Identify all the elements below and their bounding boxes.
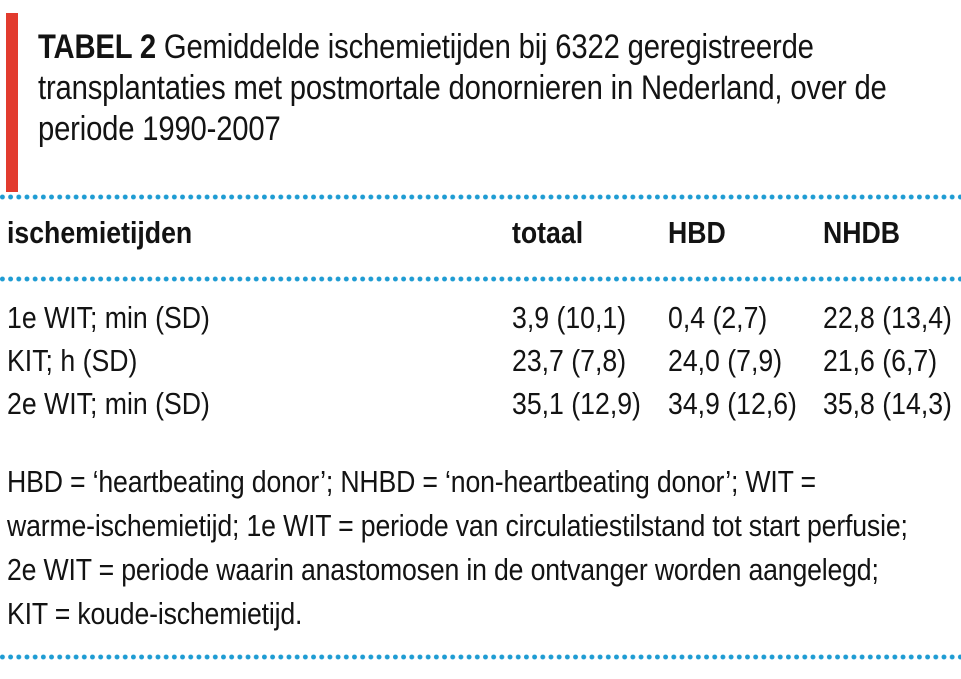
column-header-hbd: HBD (668, 215, 726, 250)
footnote-line-4: KIT = koude-ischemietijd. (7, 596, 303, 631)
table-caption: TABEL 2 Gemiddelde ischemietijden bij 63… (38, 27, 961, 150)
cell-totaal: 23,7 (7,8) (512, 343, 627, 378)
table-number-label: TABEL 2 (38, 28, 156, 66)
cell-totaal: 35,1 (12,9) (512, 386, 641, 421)
cell-hbd: 34,9 (12,6) (668, 386, 797, 421)
divider-dotted-top (0, 194, 961, 200)
table-row: KIT; h (SD) 23,7 (7,8) 24,0 (7,9) 21,6 (… (0, 342, 961, 380)
table-row: 1e WIT; min (SD) 3,9 (10,1) 0,4 (2,7) 22… (0, 299, 961, 337)
cell-nhdb: 35,8 (14,3) (823, 386, 952, 421)
footnote-line-2: warme-ischemietijd; 1e WIT = periode van… (7, 508, 908, 543)
footnote-line-3: 2e WIT = periode waarin anastomosen in d… (7, 552, 879, 587)
row-label: KIT; h (SD) (7, 343, 138, 378)
table-header-row: ischemietijden totaal HBD NHDB (0, 215, 961, 251)
caption-line-2: transplantaties met postmortale donornie… (38, 69, 887, 107)
footnote: HBD = ‘heartbeating donor’; NHBD = ‘non-… (7, 460, 961, 636)
cell-totaal: 3,9 (10,1) (512, 300, 627, 335)
divider-dotted-header (0, 276, 961, 282)
footnote-line-1: HBD = ‘heartbeating donor’; NHBD = ‘non-… (7, 464, 816, 499)
caption-text-1: Gemiddelde ischemietijden bij 6322 gereg… (163, 28, 814, 66)
cell-nhdb: 22,8 (13,4) (823, 300, 952, 335)
row-label: 1e WIT; min (SD) (7, 300, 210, 335)
row-label: 2e WIT; min (SD) (7, 386, 210, 421)
cell-hbd: 24,0 (7,9) (668, 343, 783, 378)
caption-line-3: periode 1990-2007 (38, 110, 281, 148)
divider-dotted-bottom (0, 654, 961, 660)
column-header-nhdb: NHDB (823, 215, 901, 250)
cell-nhdb: 21,6 (6,7) (823, 343, 938, 378)
caption-line-1: TABEL 2 Gemiddelde ischemietijden bij 63… (38, 27, 887, 68)
column-header-ischemietijden: ischemietijden (7, 215, 193, 250)
accent-bar (6, 13, 18, 192)
column-header-totaal: totaal (512, 215, 584, 250)
cell-hbd: 0,4 (2,7) (668, 300, 768, 335)
table-row: 2e WIT; min (SD) 35,1 (12,9) 34,9 (12,6)… (0, 385, 961, 423)
